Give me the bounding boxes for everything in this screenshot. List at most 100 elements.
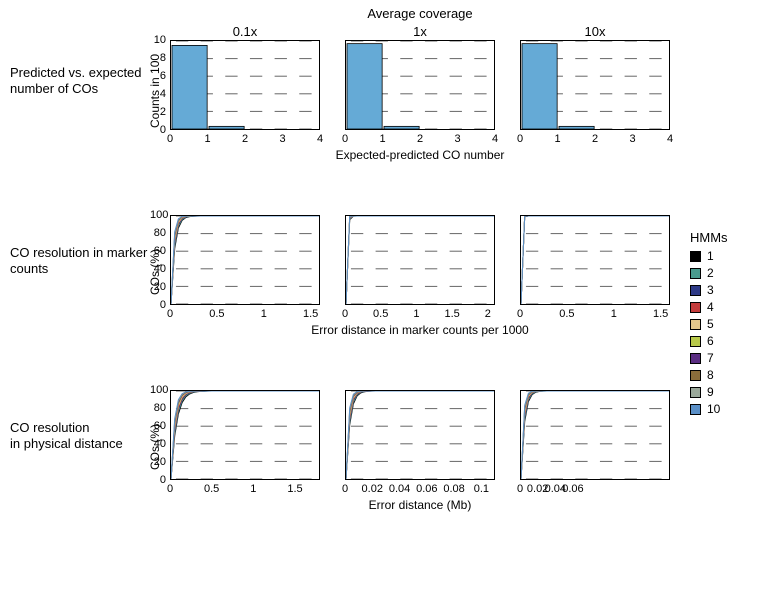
tick-x: 0.5 [209,308,224,320]
row-label-2: CO resolution in marker counts [10,245,150,278]
tick-y: 2 [150,106,166,118]
row3-panel-1 [170,390,320,480]
legend-square-icon [690,370,701,381]
tick-x: 4 [317,133,323,145]
legend-square-icon [690,387,701,398]
legend-label: 4 [707,300,714,314]
tick-y: 40 [150,438,166,450]
tick-y: 100 [150,384,166,396]
tick-x: 0.06 [416,483,437,495]
row1-xtitle: Expected-predicted CO number [170,148,670,162]
legend-square-icon [690,404,701,415]
tick-x: 0 [167,133,173,145]
tick-x: 2 [485,308,491,320]
legend-item: 2 [690,266,728,280]
row2-panel-1 [170,215,320,305]
legend-label: 5 [707,317,714,331]
tick-y: 0 [150,299,166,311]
row1-panel-1 [170,40,320,130]
legend-item: 3 [690,283,728,297]
tick-x: 0 [342,308,348,320]
tick-x: 3 [454,133,460,145]
tick-x: 0.02 [362,483,383,495]
legend-label: 7 [707,351,714,365]
tick-x: 0.5 [373,308,388,320]
hmm-legend: HMMs 1 2 3 4 5 6 7 8 9 10 [690,230,728,419]
tick-x: 0.5 [204,483,219,495]
tick-x: 4 [667,133,673,145]
coverage-label-2: 1x [345,24,495,39]
row1-panel-3 [520,40,670,130]
legend-square-icon [690,353,701,364]
tick-x: 1.5 [303,308,318,320]
tick-x: 0 [517,133,523,145]
legend-square-icon [690,268,701,279]
tick-y: 8 [150,52,166,64]
legend-item: 10 [690,402,728,416]
row3-xtitle: Error distance (Mb) [170,498,670,512]
row2-xtitle: Error distance in marker counts per 1000 [170,323,670,337]
tick-y: 20 [150,281,166,293]
legend-label: 9 [707,385,714,399]
tick-x: 1 [379,133,385,145]
row2-panel-3 [520,215,670,305]
tick-y: 60 [150,420,166,432]
tick-x: 4 [492,133,498,145]
tick-y: 0 [150,474,166,486]
tick-x: 2 [417,133,423,145]
legend-item: 6 [690,334,728,348]
row-label-1: Predicted vs. expected number of COs [10,65,150,98]
tick-x: 1.5 [653,308,668,320]
legend-item: 4 [690,300,728,314]
tick-y: 40 [150,263,166,275]
tick-x: 1.5 [287,483,302,495]
tick-x: 0.1 [474,483,489,495]
legend-square-icon [690,319,701,330]
tick-y: 6 [150,70,166,82]
row-label-3: CO resolution in physical distance [10,420,150,453]
tick-x: 0 [517,483,523,495]
legend-label: 8 [707,368,714,382]
tick-x: 1.5 [444,308,459,320]
legend-item: 9 [690,385,728,399]
legend-item: 7 [690,351,728,365]
tick-x: 2 [242,133,248,145]
tick-x: 0 [517,308,523,320]
row2-panel-2 [345,215,495,305]
tick-y: 20 [150,456,166,468]
tick-x: 3 [629,133,635,145]
tick-x: 0.5 [559,308,574,320]
tick-y: 60 [150,245,166,257]
tick-y: 4 [150,88,166,100]
row3-panel-3 [520,390,670,480]
tick-x: 1 [611,308,617,320]
legend-item: 8 [690,368,728,382]
tick-x: 1 [250,483,256,495]
tick-y: 0 [150,124,166,136]
tick-x: 2 [592,133,598,145]
coverage-label-3: 10x [520,24,670,39]
tick-x: 1 [413,308,419,320]
tick-x: 0 [167,308,173,320]
tick-x: 0.06 [562,483,583,495]
legend-label: 2 [707,266,714,280]
legend-items: 1 2 3 4 5 6 7 8 9 10 [690,249,728,416]
tick-x: 0 [342,133,348,145]
tick-x: 1 [261,308,267,320]
tick-y: 10 [150,34,166,46]
row3-panel-2 [345,390,495,480]
tick-x: 0 [167,483,173,495]
tick-y: 80 [150,402,166,414]
legend-label: 10 [707,402,720,416]
legend-item: 5 [690,317,728,331]
top-title: Average coverage [170,6,670,21]
tick-x: 0.08 [443,483,464,495]
coverage-label-1: 0.1x [170,24,320,39]
legend-title: HMMs [690,230,728,245]
legend-label: 1 [707,249,714,263]
legend-label: 6 [707,334,714,348]
tick-y: 80 [150,227,166,239]
legend-square-icon [690,251,701,262]
legend-square-icon [690,285,701,296]
legend-square-icon [690,302,701,313]
